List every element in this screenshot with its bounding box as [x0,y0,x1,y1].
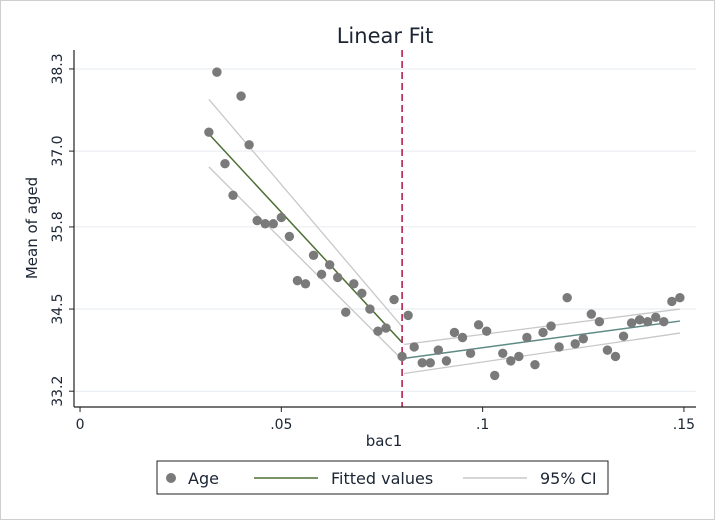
data-point [481,326,492,336]
y-tick-label: 35.8 [50,211,66,242]
data-point [441,356,452,366]
data-point [252,215,262,226]
data-point [506,356,516,366]
data-point [530,359,540,370]
data-point [425,358,435,368]
x-tick-label: 0 [76,417,85,433]
data-point [365,304,375,314]
legend-age-label: Age [188,469,219,488]
data-point [357,288,367,298]
data-point [570,339,580,349]
data-point [403,310,413,321]
points [204,67,685,381]
data-point [610,351,621,362]
data-point [546,321,556,331]
x-tick-label: .05 [270,417,292,433]
legend: Age Fitted values 95% CI [156,460,609,495]
data-point [228,190,238,201]
data-point [284,231,295,242]
data-point [433,345,444,355]
data-point [514,351,524,362]
data-point [381,323,391,333]
data-point [457,332,468,343]
data-point [341,307,351,317]
data-point [675,292,685,303]
x-tick-label: .1 [476,417,489,433]
legend-age-marker [166,473,176,483]
ci-line [208,98,403,328]
data-point [409,342,419,352]
data-point [473,320,484,330]
data-point [554,342,564,352]
data-point [276,212,287,223]
data-point [651,312,661,322]
ci-lines [208,98,680,375]
ci-line [208,166,403,361]
data-point [626,318,637,328]
data-point [204,127,214,137]
axes [73,50,696,408]
legend-ci-label: 95% CI [540,469,597,488]
data-point [212,67,222,77]
data-point [602,345,613,355]
y-tick-label: 33.2 [50,376,66,407]
gridlines [74,68,696,392]
ci-line [404,332,680,375]
x-axis-label: bac1 [366,432,403,450]
data-point [449,327,460,338]
data-point [618,331,629,341]
legend-fit-label: Fitted values [331,469,433,488]
data-point [642,316,653,327]
data-point [397,351,407,362]
data-point [373,326,383,336]
data-point [465,348,476,358]
data-point [292,275,303,286]
y-ticks: 33.2 34.5 35.8 37.0 38.3 [50,53,74,407]
data-point [594,316,605,327]
data-point [236,91,246,101]
data-point [324,260,335,270]
data-point [634,315,645,325]
x-ticks: 0 .05 .1 .15 [76,407,695,433]
y-tick-label: 34.5 [50,293,66,324]
data-point [538,327,548,338]
data-point [268,219,278,229]
data-point [260,219,270,229]
data-point [220,159,230,169]
data-point [498,348,508,358]
data-point [389,294,399,305]
y-axis-label: Mean of aged [23,177,41,279]
data-point [316,269,327,280]
legend-box [156,460,609,495]
y-tick-label: 37.0 [50,136,66,167]
data-point [659,316,669,327]
data-point [332,272,343,283]
plot-area [74,50,696,407]
data-point [586,309,597,319]
y-tick-label: 38.3 [50,53,66,84]
ci-line [404,308,680,346]
data-point [562,292,572,303]
x-tick-label: .15 [673,417,695,433]
data-point [349,279,359,289]
data-point [308,250,319,261]
data-point [578,334,588,344]
data-point [417,358,427,368]
data-point [244,140,254,150]
chart-title: Linear Fit [337,24,434,48]
fit-line [404,320,680,360]
data-point [300,279,311,289]
data-point [490,370,500,381]
data-point [522,332,532,343]
data-point [667,296,677,307]
